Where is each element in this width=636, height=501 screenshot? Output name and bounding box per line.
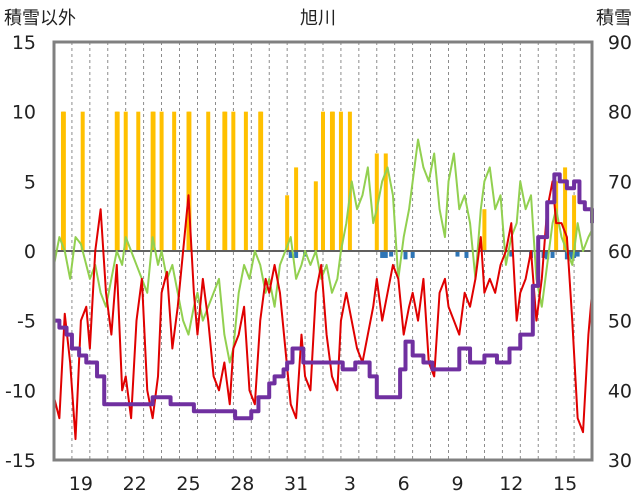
left-tick-label: -15 xyxy=(5,450,36,472)
precip-bar xyxy=(403,251,408,260)
sunshine-bar xyxy=(313,181,318,251)
right-tick-label: 60 xyxy=(608,241,632,263)
precip-bar xyxy=(410,251,415,258)
right-tick-label: 90 xyxy=(608,32,632,54)
precip-bar xyxy=(455,251,460,257)
precip-bar xyxy=(568,251,573,260)
precip-bar xyxy=(294,251,299,258)
precip-bar xyxy=(288,251,293,258)
sunshine-bar xyxy=(294,167,299,251)
precip-bar xyxy=(564,251,569,260)
wind-line xyxy=(53,138,593,364)
sunshine-bar xyxy=(80,111,85,252)
temperature-line xyxy=(53,180,593,441)
sunshine-bar xyxy=(231,111,236,252)
precip-bar xyxy=(380,251,385,258)
sunshine-bar xyxy=(482,209,487,251)
sunshine-bar xyxy=(374,153,379,251)
right-tick-label: 80 xyxy=(608,102,632,124)
x-tick-label: 12 xyxy=(499,473,523,495)
left-axis-label: 積雪以外 xyxy=(4,8,76,29)
x-tick-label: 15 xyxy=(553,473,577,495)
right-tick-label: 50 xyxy=(608,311,632,333)
right-tick-label: 40 xyxy=(608,380,632,402)
precip-bar xyxy=(545,251,550,260)
sunshine-bar xyxy=(136,111,141,252)
left-tick-label: 15 xyxy=(12,32,36,54)
sunshine-bar xyxy=(151,111,156,252)
chart-title: 旭川 xyxy=(300,8,336,29)
sunshine-bar xyxy=(330,111,335,252)
precip-bar xyxy=(464,251,469,258)
sunshine-bar xyxy=(123,111,128,252)
grid-lines xyxy=(71,42,575,460)
x-tick-label: 6 xyxy=(398,473,410,495)
right-tick-label: 70 xyxy=(608,171,632,193)
bar-series xyxy=(60,111,580,260)
sunshine-bar xyxy=(338,111,343,252)
precip-bar xyxy=(389,251,394,257)
sunshine-bar xyxy=(187,111,192,252)
left-tick-label: 0 xyxy=(24,241,36,263)
sunshine-bar xyxy=(172,111,177,252)
precip-bar xyxy=(509,251,514,257)
sunshine-bar xyxy=(347,111,352,252)
line-series xyxy=(53,138,594,441)
left-tick-label: -5 xyxy=(17,311,36,333)
sunshine-bar xyxy=(115,111,120,252)
left-tick-label: -10 xyxy=(5,380,36,402)
precip-bar xyxy=(383,251,388,258)
left-tick-label: 10 xyxy=(12,102,36,124)
sunshine-bar xyxy=(259,111,264,252)
right-axis-label: 積雪 xyxy=(596,8,632,29)
sunshine-bar xyxy=(285,195,290,251)
x-tick-label: 3 xyxy=(344,473,356,495)
snow_depth-line xyxy=(54,172,594,421)
x-tick-label: 9 xyxy=(451,473,463,495)
x-tick-label: 28 xyxy=(230,473,254,495)
sunshine-bar xyxy=(321,111,325,252)
tick-labels: -15 -10 -5 0 5 10 15 30 40 50 60 70 80 90 19 22 25 28 31 3 6… xyxy=(5,32,632,495)
left-tick-label: 5 xyxy=(24,171,36,193)
plot-frame xyxy=(52,40,594,462)
sunshine-bar xyxy=(61,111,66,252)
x-tick-label: 25 xyxy=(176,473,200,495)
sunshine-bar xyxy=(206,111,211,252)
right-tick-label: 30 xyxy=(608,450,632,472)
sunshine-bar xyxy=(563,167,568,251)
sunshine-bar xyxy=(383,153,388,251)
sunshine-bar xyxy=(572,195,577,251)
precip-bar xyxy=(575,251,580,257)
x-tick-label: 19 xyxy=(69,473,93,495)
x-tick-label: 22 xyxy=(123,473,147,495)
sunshine-bar xyxy=(223,111,228,252)
precip-bar xyxy=(550,251,555,258)
x-tick-label: 31 xyxy=(284,473,308,495)
sunshine-bar xyxy=(243,111,248,252)
sunshine-bar xyxy=(159,111,164,252)
